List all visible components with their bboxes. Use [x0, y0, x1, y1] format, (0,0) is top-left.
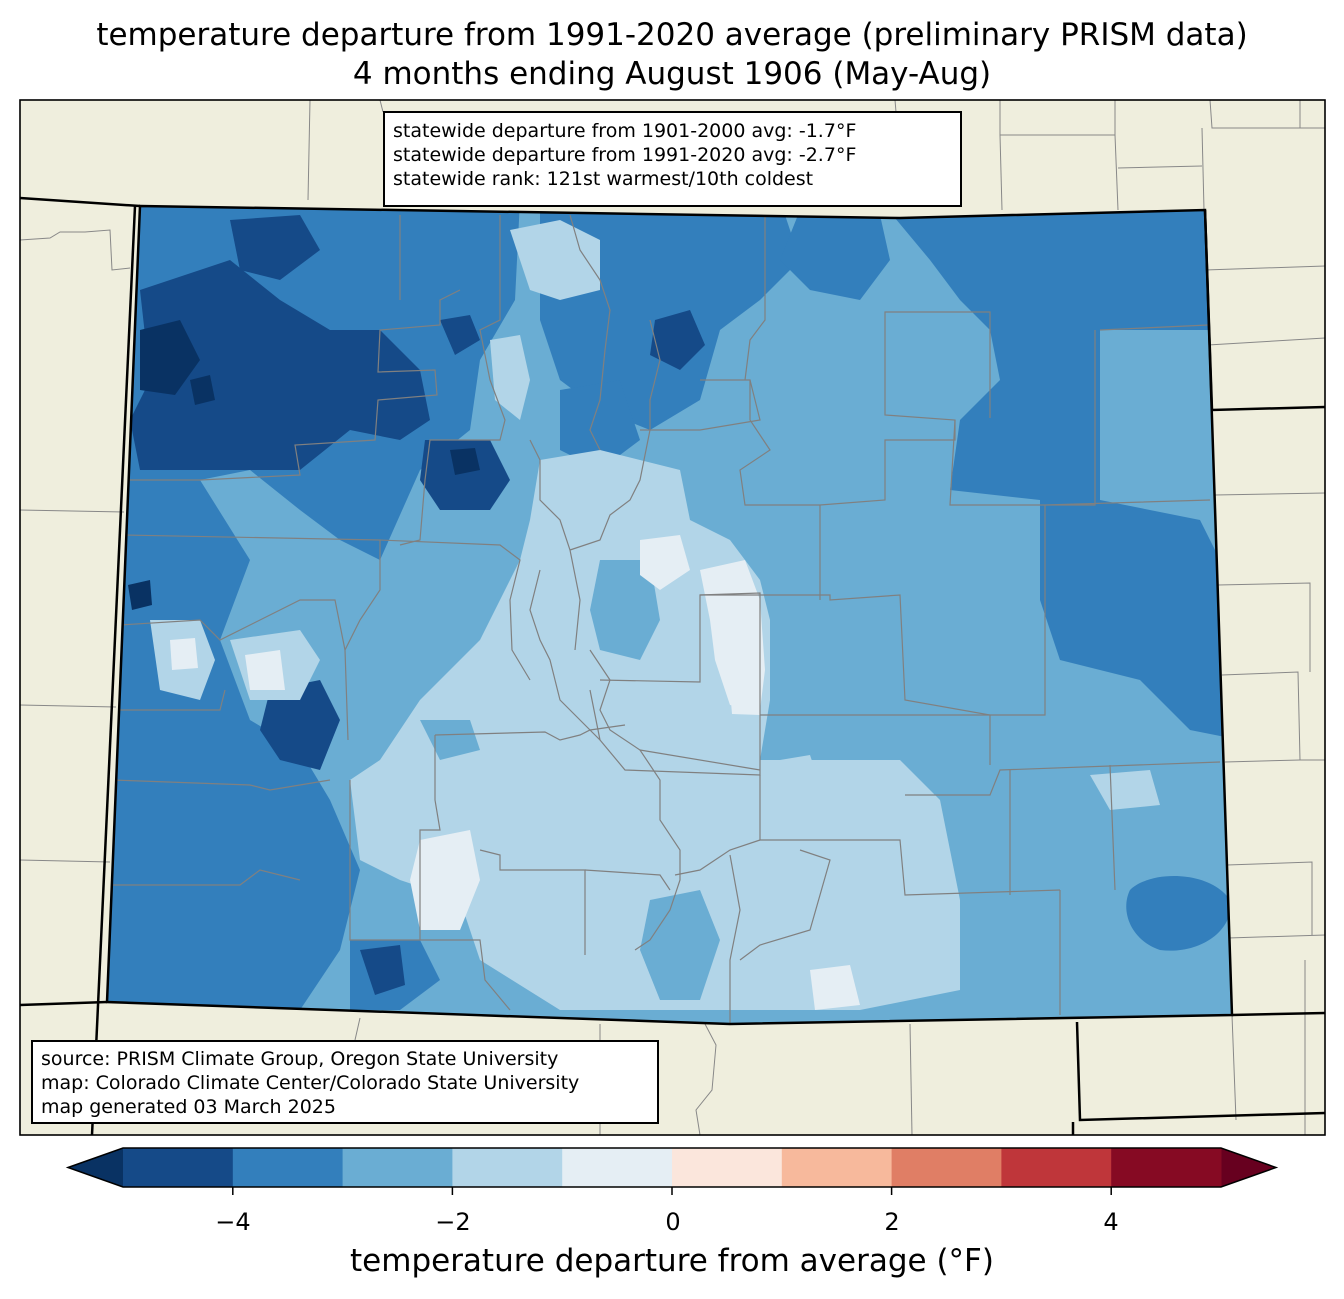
colorbar-bin — [123, 1148, 234, 1187]
neighbor-county-lines — [20, 100, 1325, 1135]
colorbar-bin — [891, 1148, 1002, 1187]
map-frame — [19, 99, 1326, 1136]
colorbar-bin — [1111, 1148, 1222, 1187]
colorbar-under-arrow — [68, 1148, 123, 1187]
colorbar-bin — [562, 1148, 673, 1187]
map-title-line2: 4 months ending August 1906 (May-Aug) — [352, 56, 992, 92]
colorbar-tick-label: −4 — [215, 1208, 251, 1236]
colorbar-tick-label: −2 — [435, 1208, 471, 1236]
generated-date-line: map generated 03 March 2025 — [41, 1096, 336, 1118]
map-title-line1: temperature departure from 1991-2020 ave… — [96, 17, 1248, 53]
stat-departure-1991-2020: statewide departure from 1991-2020 avg: … — [393, 144, 857, 166]
colorbar-bin — [342, 1148, 453, 1187]
stat-departure-1901-2000: statewide departure from 1901-2000 avg: … — [393, 120, 857, 142]
colorbar-bin — [781, 1148, 893, 1187]
colorbar-outline — [65, 1147, 1279, 1188]
colorbar-tick-label: 0 — [665, 1208, 681, 1236]
colorbar-bin — [232, 1148, 344, 1187]
colorbar-label: temperature departure from average (°F) — [350, 1243, 994, 1279]
colorbar-tick-label: 4 — [1103, 1208, 1119, 1236]
statewide-stats-box: statewide departure from 1901-2000 avg: … — [383, 111, 962, 207]
colorbar — [65, 1147, 1279, 1195]
county-lines — [110, 214, 1221, 1024]
colorbar-tick-label: 2 — [884, 1208, 900, 1236]
colorbar-bin — [452, 1148, 563, 1187]
state-borders — [20, 196, 1325, 1135]
colorbar-bin — [672, 1148, 783, 1187]
colorbar-bin — [1001, 1148, 1112, 1187]
colorbar-over-arrow — [1221, 1148, 1276, 1187]
stat-rank: statewide rank: 121st warmest/10th colde… — [393, 168, 814, 190]
map-credit-line: map: Colorado Climate Center/Colorado St… — [41, 1072, 580, 1094]
source-box: source: PRISM Climate Group, Oregon Stat… — [31, 1040, 659, 1124]
source-line: source: PRISM Climate Group, Oregon Stat… — [41, 1048, 559, 1070]
